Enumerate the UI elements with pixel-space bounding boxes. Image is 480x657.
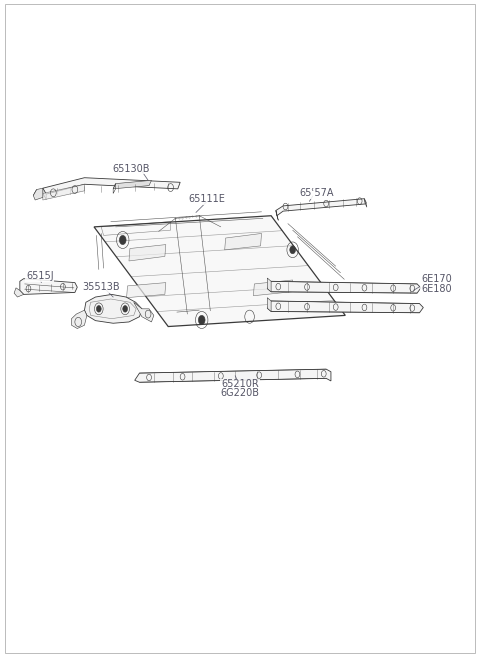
- Polygon shape: [43, 177, 180, 194]
- Circle shape: [290, 246, 296, 254]
- Polygon shape: [113, 180, 152, 189]
- Polygon shape: [267, 281, 421, 293]
- Text: 6E170: 6E170: [421, 275, 452, 284]
- Polygon shape: [134, 302, 154, 322]
- Text: 65130B: 65130B: [112, 164, 150, 173]
- Polygon shape: [267, 278, 271, 292]
- Polygon shape: [33, 188, 43, 200]
- Polygon shape: [14, 288, 24, 297]
- Polygon shape: [135, 369, 331, 382]
- Polygon shape: [225, 233, 262, 250]
- Text: 6G220B: 6G220B: [220, 388, 260, 397]
- Text: 65ʿ57A: 65ʿ57A: [300, 189, 334, 198]
- Polygon shape: [129, 244, 166, 261]
- Text: 65111E: 65111E: [188, 194, 225, 204]
- Circle shape: [120, 235, 126, 244]
- Polygon shape: [43, 184, 84, 200]
- Text: 6E180: 6E180: [421, 284, 452, 294]
- Polygon shape: [253, 280, 293, 296]
- Text: 6515J: 6515J: [26, 271, 54, 281]
- Polygon shape: [267, 301, 423, 313]
- Polygon shape: [94, 215, 345, 327]
- Polygon shape: [276, 198, 365, 215]
- Polygon shape: [72, 310, 87, 328]
- Polygon shape: [43, 188, 46, 199]
- Circle shape: [96, 306, 101, 312]
- Circle shape: [198, 315, 205, 325]
- Polygon shape: [84, 294, 142, 323]
- Polygon shape: [20, 279, 77, 294]
- Polygon shape: [127, 283, 166, 298]
- Text: 35513B: 35513B: [83, 283, 120, 292]
- Text: 65210R: 65210R: [221, 379, 259, 389]
- Circle shape: [123, 306, 128, 312]
- Polygon shape: [267, 298, 271, 311]
